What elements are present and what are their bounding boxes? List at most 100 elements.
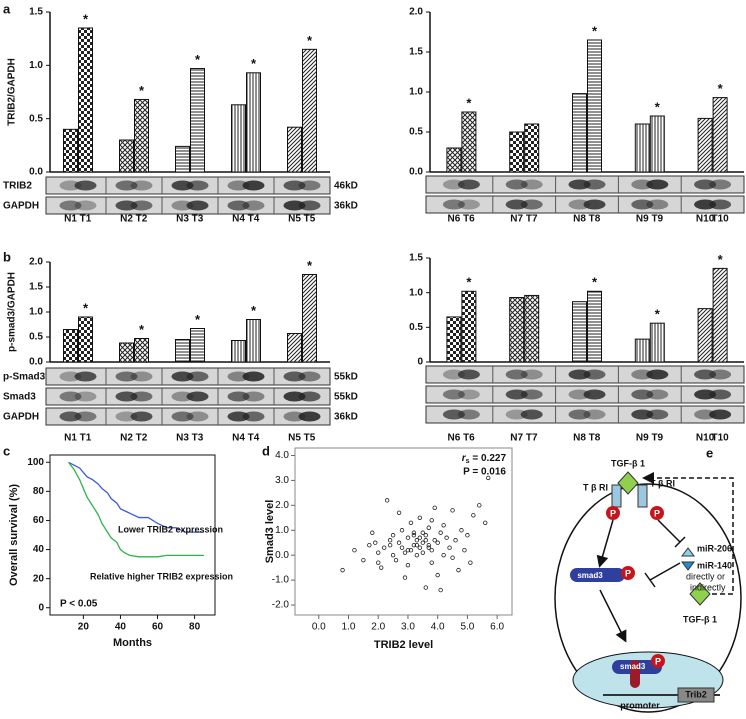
point [417,545,423,550]
y-tick-label: 60 [33,515,45,526]
blot-label: p-Smad3 [3,372,46,383]
x-tick-label: T3 [192,433,204,444]
point [429,547,434,553]
y-tick-label: 3.0 [275,475,289,486]
panel-letter: e [706,445,713,460]
point [462,547,467,553]
point [468,560,473,565]
bar [302,48,317,173]
significance-star: * [195,52,201,67]
x-tick-label: N3 [176,214,189,225]
point [373,540,378,545]
bar [587,39,602,173]
y-tick-label: 2.0 [29,257,43,268]
x-tick-label: T7 [526,433,538,444]
blot-band [709,409,732,420]
mir-shape [681,561,695,571]
blot-band [442,199,465,210]
receptor [637,484,648,508]
x-tick-label: N2 [120,214,133,225]
point [367,543,372,548]
blot-band [631,389,654,400]
y-tick-label: 2.0 [275,500,289,511]
blot-band [457,179,480,190]
x-tick-label: T1 [80,214,92,225]
point [438,530,443,535]
point [432,505,437,511]
x-tick-label: 1.0 [342,622,356,633]
point [435,540,440,545]
x-tick-label: N10 [696,214,715,225]
ligand-label: TGF-β 1 [611,458,645,468]
blot-label: GAPDH [3,412,39,423]
arrow [596,519,614,568]
point [426,543,431,548]
inhibit [649,562,681,581]
bar [649,322,665,363]
significance-star: * [139,83,145,98]
blot-band [186,200,209,211]
blot-band [457,199,480,210]
x-tick-label: 5.0 [460,622,474,633]
bar [446,316,462,363]
bar [461,111,477,173]
receptor-label: T β RI [583,482,608,492]
blot-band [583,409,606,420]
blot-band [74,391,97,402]
stat-subscript: s [466,458,470,465]
x-tick-label: N6 [448,214,461,225]
p-circle [650,506,664,520]
panel-letter: a [3,1,11,16]
y-tick-label: 1.0 [275,525,289,536]
y-tick-label: 1.5 [409,47,423,58]
y-axis-label: p-smad3/GAPDH [7,272,18,352]
receptor-label: T β RI [650,478,675,488]
inhibit [657,519,681,543]
bar [246,319,261,363]
plot-frame [294,447,513,616]
x-tick-label: 6.0 [490,622,504,633]
x-tick-label: T6 [463,214,475,225]
blot-band [583,199,606,210]
x-tick-label: T7 [526,214,538,225]
blot-band [520,369,543,380]
blot-band [242,391,265,402]
bar [134,98,149,173]
point [361,557,366,563]
blot-band [646,199,669,210]
point [447,545,452,550]
x-tick-label: N4 [232,214,245,225]
receptor [611,484,622,508]
x-tick-label: T2 [136,214,148,225]
p-shape [630,660,640,688]
bar [78,27,93,173]
point [387,538,393,543]
x-tick-label: N8 [573,214,586,225]
blot-size: 36kD [334,201,358,212]
pathway-diagram: P P P P TGF-β 1 T β RI T β RI miR-206 mi… [554,458,742,713]
blot-band [709,389,732,400]
bar [134,338,149,363]
blot-band [298,371,321,382]
point [387,543,393,548]
x-tick-label: T6 [463,433,475,444]
y-axis-label: Overall survival (%) [8,484,20,586]
inhibit-bar [674,536,686,548]
point [402,550,408,555]
significance-star: * [655,99,661,114]
blot-band [298,180,321,191]
blot-band [646,369,669,380]
point [423,533,428,538]
blot-band [130,391,153,402]
blot-size: 36kD [334,412,358,423]
blot-band [709,199,732,210]
significance-star: * [251,56,257,71]
stat-value: = 0.227 [470,453,507,464]
point [435,572,440,578]
blot-band [115,371,138,382]
blot-band [298,391,321,402]
x-tick-label: T10 [711,214,729,225]
x-tick-label: N3 [176,433,189,444]
p-label: P [654,508,660,518]
